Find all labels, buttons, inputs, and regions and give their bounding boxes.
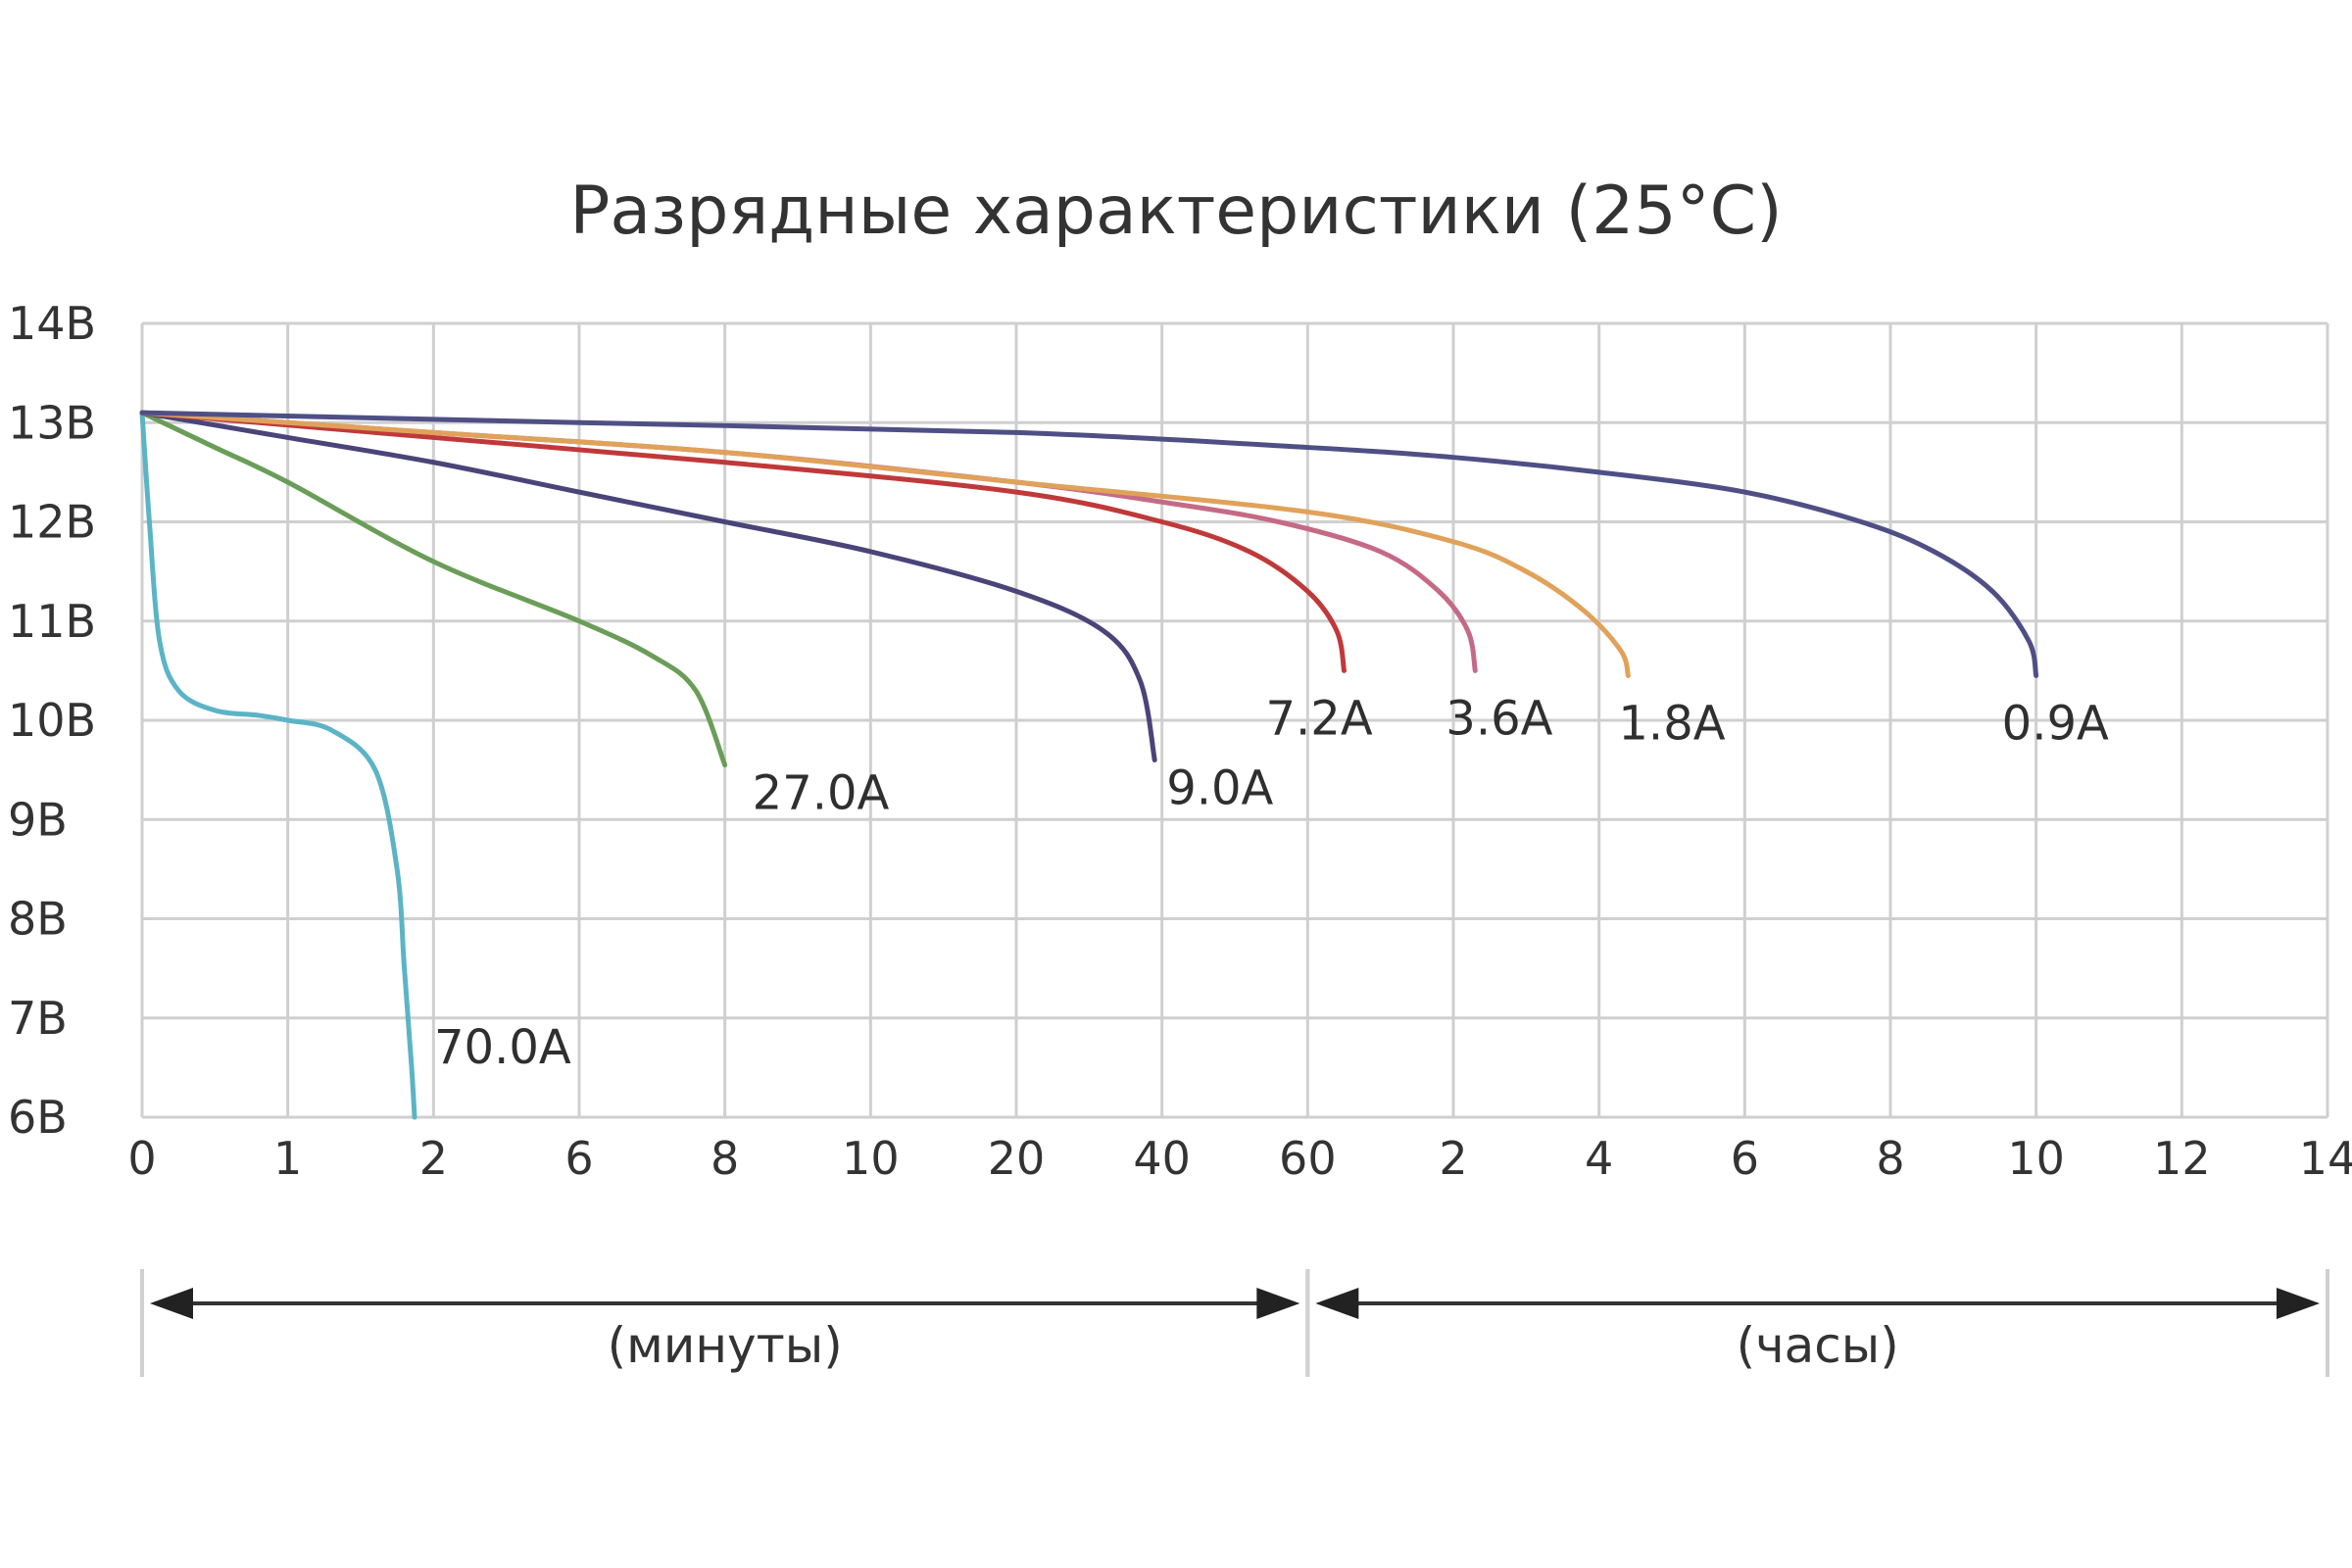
x-tick-label: 14 [2299, 1132, 2352, 1185]
y-tick-label: 10В [8, 694, 96, 747]
series-label: 1.8A [1618, 696, 1725, 751]
y-tick-label: 7В [8, 992, 68, 1045]
x-tick-label: 12 [2153, 1132, 2211, 1185]
x-tick-label: 2 [419, 1132, 448, 1185]
x-axis-ticks: 0 1 2 6 8 10 20 40 60 2 4 6 8 10 12 14 [127, 1132, 2352, 1185]
x-tick-label: 2 [1439, 1132, 1467, 1185]
x-tick-label: 10 [2007, 1132, 2065, 1185]
grid [140, 321, 2329, 1119]
series-label: 27.0A [753, 766, 890, 821]
x-tick-label: 0 [127, 1132, 156, 1185]
series-line-9.0A [139, 410, 1157, 762]
y-axis-ticks: 14В 13В 12В 11В 10В 9В 8В 7В 6В [8, 297, 96, 1144]
x-tick-label: 60 [1279, 1132, 1337, 1185]
y-tick-label: 14В [8, 297, 96, 350]
series-line-70.0A [139, 410, 417, 1120]
x-tick-label: 4 [1585, 1132, 1613, 1185]
arrowhead-left [150, 1288, 193, 1319]
period-label: (минуты) [608, 1317, 843, 1374]
series-lines [139, 410, 2039, 1120]
y-tick-label: 11В [8, 595, 96, 648]
series-label: 70.0A [434, 1020, 571, 1075]
x-tick-label: 10 [842, 1132, 900, 1185]
series-line-1.8A [139, 410, 1631, 678]
y-tick-label: 8В [8, 893, 68, 946]
y-tick-label: 12В [8, 496, 96, 549]
y-tick-label: 9В [8, 793, 68, 846]
x-tick-label: 6 [564, 1132, 593, 1185]
arrowhead-right [2277, 1288, 2320, 1319]
series-label: 9.0A [1166, 761, 1273, 816]
arrowhead-right [1256, 1288, 1300, 1319]
chart-title: Разрядные характеристики (25°C) [569, 172, 1782, 250]
period-brackets: (минуты) (часы) [140, 1269, 2329, 1377]
x-tick-label: 8 [710, 1132, 739, 1185]
series-label: 0.9A [2002, 696, 2109, 751]
x-tick-label: 8 [1876, 1132, 1904, 1185]
x-tick-label: 1 [273, 1132, 302, 1185]
series-labels: 70.0A 27.0A 9.0A 7.2A 3.6A 1.8A 0.9A [434, 691, 2109, 1075]
series-label: 3.6A [1446, 691, 1552, 746]
series-label: 7.2A [1266, 691, 1373, 746]
series-line-3.6A [139, 410, 1478, 673]
series-line-7.2A [139, 410, 1347, 673]
series-line-0.9A [139, 410, 2039, 678]
period-label: (часы) [1737, 1317, 1899, 1374]
x-tick-label: 20 [988, 1132, 1046, 1185]
y-tick-label: 13В [8, 396, 96, 449]
arrowhead-left [1315, 1288, 1359, 1319]
x-tick-label: 40 [1133, 1132, 1191, 1185]
series-line-27.0A [139, 410, 728, 768]
x-tick-label: 6 [1731, 1132, 1759, 1185]
y-tick-label: 6В [8, 1091, 68, 1144]
